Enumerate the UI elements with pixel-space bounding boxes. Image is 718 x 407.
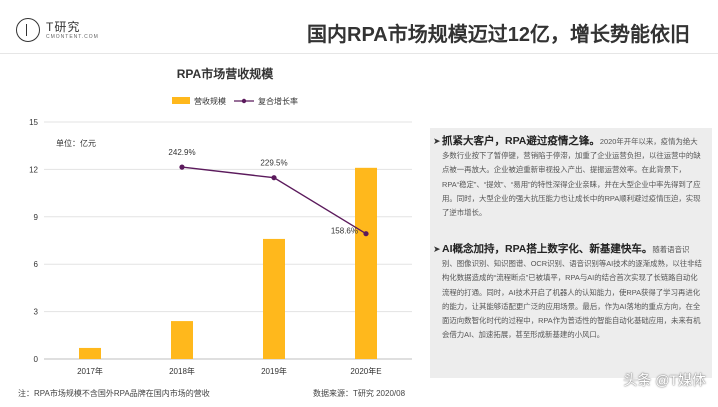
bar: [355, 167, 377, 359]
revenue-chart: RPA市场营收规模 营收规模 复合增长率 0 3 6 9 12 15 单位：亿元 242.9…: [29, 66, 412, 376]
x-axis: 2017年 2018年 2019年 2020年E: [77, 366, 381, 376]
bullet-2-heading: AI概念加持，RPA搭上数字化、新基建快车。: [442, 243, 653, 255]
chart-area: RPA市场营收规模 营收规模 复合增长率 0 3 6 9 12 15 单位：亿元 242.9…: [0, 62, 420, 402]
data-source: 数据来源：T研究 2020/08: [313, 389, 406, 398]
x-tick-label: 2020年E: [350, 366, 381, 376]
line-data-label: 158.6%: [331, 227, 358, 236]
y-tick-label: 12: [29, 165, 38, 174]
legend-label-bar: 营收规模: [194, 96, 226, 106]
line-data-label: 229.5%: [260, 159, 287, 168]
logo-text: T研究: [46, 20, 81, 34]
unit-label: 单位：亿元: [56, 138, 96, 148]
header-divider: [0, 53, 718, 54]
analysis-panel: ➤ 抓紧大客户，RPA避过疫情之锋。2020年开年以来，疫情为绝大多数行业按下了…: [430, 128, 712, 378]
bar-series: [79, 167, 377, 359]
legend-swatch-bar: [172, 97, 190, 104]
y-tick-label: 0: [34, 355, 39, 364]
line-data-label: 242.9%: [168, 148, 195, 157]
line-point: [363, 231, 369, 237]
x-tick-label: 2019年: [261, 366, 287, 376]
line-point: [271, 175, 277, 181]
bullet-1-body: 2020年开年以来，疫情为绝大多数行业按下了暂停键，营销陷于停滞，加重了企业运营…: [442, 137, 701, 218]
legend-swatch-marker: [241, 98, 247, 104]
y-tick-label: 9: [34, 213, 39, 222]
line-point: [179, 164, 185, 170]
footnote: 注：RPA市场规模不含国外RPA品牌在国内市场的营收: [18, 389, 210, 398]
arrow-bullet-icon: ➤: [433, 136, 441, 146]
y-tick-label: 3: [34, 308, 39, 317]
arrow-bullet-icon: ➤: [433, 244, 441, 254]
chart-title: RPA市场营收规模: [177, 66, 274, 81]
bar: [263, 238, 285, 359]
bullet-2: ➤ AI概念加持，RPA搭上数字化、新基建快车。随着语音识别、图像识别、知识图谱…: [433, 242, 704, 342]
bullet-2-body: 随着语音识别、图像识别、知识图谱、OCR识别、语音识别等AI技术的逐渐成熟，以往…: [442, 245, 702, 340]
logo: T研究 CMONTENT.COM: [16, 14, 126, 48]
y-tick-label: 6: [34, 260, 39, 269]
bullet-1: ➤ 抓紧大客户，RPA避过疫情之锋。2020年开年以来，疫情为绝大多数行业按下了…: [433, 134, 704, 220]
bar: [171, 321, 193, 359]
logo-mark-icon: [16, 18, 40, 42]
y-axis: 0 3 6 9 12 15: [29, 118, 38, 364]
chart-legend: 营收规模 复合增长率: [172, 96, 298, 106]
logo-subtext: CMONTENT.COM: [46, 34, 99, 40]
page-title: 国内RPA市场规模迈过12亿，增长势能依旧: [307, 24, 690, 46]
line-series: 242.9% 229.5% 158.6%: [168, 148, 369, 237]
header: T研究 CMONTENT.COM 国内RPA市场规模迈过12亿，增长势能依旧: [0, 0, 718, 60]
bullet-1-heading: 抓紧大客户，RPA避过疫情之锋。: [442, 135, 600, 147]
x-tick-label: 2017年: [77, 366, 103, 376]
watermark: 头条 @T媒体: [623, 372, 706, 388]
bar: [79, 347, 101, 359]
legend-label-line: 复合增长率: [258, 96, 298, 106]
chart-grid: [44, 121, 412, 360]
y-tick-label: 15: [29, 118, 38, 127]
x-tick-label: 2018年: [169, 366, 195, 376]
